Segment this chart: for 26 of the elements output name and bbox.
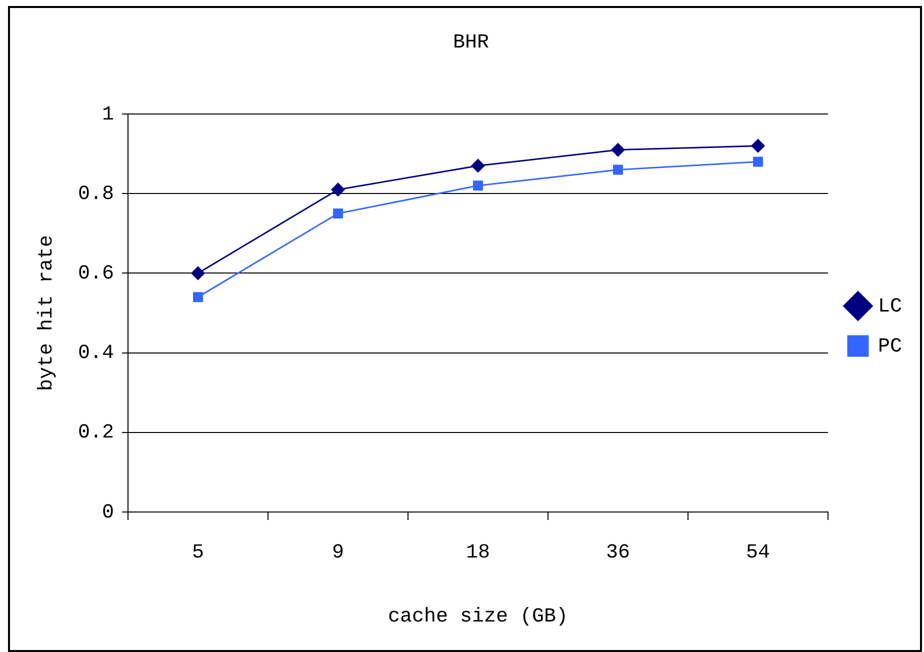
x-axis-title: cache size (GB) <box>388 605 568 628</box>
point <box>751 139 765 153</box>
y-axis-title: byte hit rate <box>35 234 58 392</box>
y-tick-label: 0.2 <box>78 422 114 445</box>
x-tick-label: 36 <box>606 541 630 564</box>
point <box>331 182 345 196</box>
chart-title: BHR <box>452 31 490 54</box>
y-tick-label: 1 <box>102 103 114 126</box>
y-tick-label: 0.4 <box>78 342 114 366</box>
legend-label: PC <box>878 335 902 358</box>
point <box>473 180 483 191</box>
point <box>613 164 623 175</box>
point <box>193 292 203 302</box>
point <box>753 156 763 167</box>
x-tick-label: 54 <box>746 541 770 564</box>
y-tick-label: 0 <box>102 501 114 524</box>
point <box>471 158 485 172</box>
point <box>611 143 625 157</box>
y-tick-label: 0.6 <box>78 262 114 286</box>
x-tick-label: 5 <box>192 541 204 564</box>
y-tick-label: 0.8 <box>78 182 114 206</box>
point <box>333 208 343 218</box>
point <box>191 266 205 280</box>
x-tick-label: 9 <box>332 541 344 564</box>
legend-label: LC <box>878 295 902 318</box>
x-tick-label: 18 <box>466 541 490 564</box>
